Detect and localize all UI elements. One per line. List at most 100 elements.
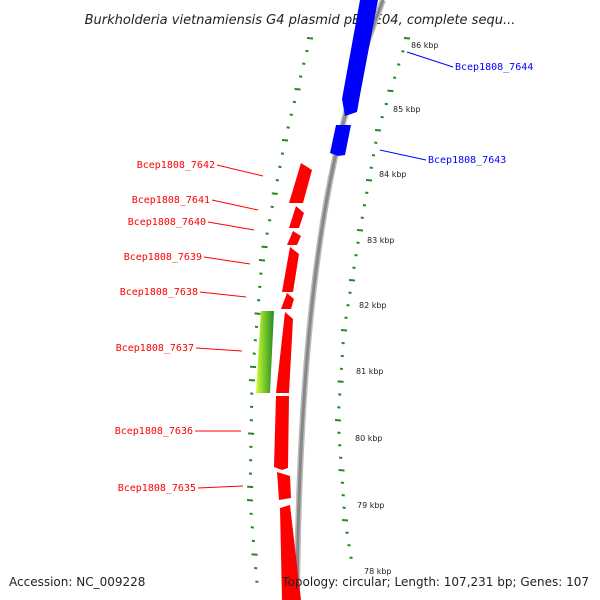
gene-arrow-Bcep1808_7638[interactable] bbox=[281, 293, 294, 309]
tick-mark bbox=[346, 304, 350, 307]
gene-arrow-Bcep1808_7637[interactable] bbox=[276, 312, 293, 393]
gene-arrow-Bcep1808_7641[interactable] bbox=[289, 206, 304, 228]
map-title: Burkholderia vietnamiensis G4 plasmid pB… bbox=[85, 13, 516, 28]
tick-mark bbox=[360, 216, 364, 219]
tick-mark bbox=[340, 354, 344, 358]
tick-mark bbox=[338, 393, 342, 396]
gene-arrow-Bcep1808_7642[interactable] bbox=[289, 163, 312, 203]
gene-label-Bcep1808_7638[interactable]: Bcep1808_7638 bbox=[120, 287, 198, 298]
gene-label-Bcep1808_7644[interactable]: Bcep1808_7644 bbox=[455, 62, 533, 73]
gene-arrow-Bcep1808_7635[interactable] bbox=[277, 472, 291, 500]
tick-mark bbox=[403, 37, 411, 40]
kbp-label: 85 kbp bbox=[393, 105, 421, 114]
kbp-label: 83 kbp bbox=[367, 236, 395, 245]
kbp-label: 79 kbp bbox=[357, 501, 385, 510]
tick-mark bbox=[258, 285, 262, 289]
tick-mark bbox=[341, 519, 349, 522]
tick-mark bbox=[337, 406, 341, 409]
tick-mark bbox=[253, 339, 257, 342]
gene-arrow-Bcep1808_7640[interactable] bbox=[287, 231, 301, 245]
tick-mark bbox=[271, 192, 278, 195]
gene-label-Bcep1808_7640[interactable]: Bcep1808_7640 bbox=[128, 217, 206, 228]
tick-mark bbox=[349, 556, 353, 559]
tick-mark bbox=[339, 367, 344, 371]
tick-mark bbox=[250, 392, 254, 395]
tick-ring-outer bbox=[246, 37, 314, 583]
kbp-label: 78 kbp bbox=[364, 567, 392, 576]
tick-mark bbox=[341, 341, 345, 345]
tick-ring-inner bbox=[334, 37, 411, 559]
tick-mark bbox=[302, 62, 306, 65]
tick-mark bbox=[259, 272, 263, 275]
tick-mark bbox=[249, 405, 254, 409]
tick-mark bbox=[249, 512, 253, 516]
tick-mark bbox=[365, 191, 369, 194]
gene-label-Bcep1808_7635[interactable]: Bcep1808_7635 bbox=[118, 483, 196, 494]
gene-features bbox=[256, 0, 378, 600]
tick-mark bbox=[250, 526, 254, 529]
tick-mark bbox=[257, 299, 261, 302]
tick-mark bbox=[265, 232, 269, 235]
gene-arrow-Bcep1808_7636[interactable] bbox=[274, 396, 289, 470]
gene-arrow-Bcep1808_7639[interactable] bbox=[282, 247, 299, 292]
tick-mark bbox=[401, 50, 405, 53]
tick-mark bbox=[278, 165, 282, 169]
tick-mark bbox=[334, 419, 342, 422]
kbp-label: 84 kbp bbox=[379, 170, 407, 179]
kbp-label: 80 kbp bbox=[355, 434, 383, 443]
leader-line bbox=[406, 51, 454, 68]
tick-mark bbox=[247, 485, 254, 489]
tick-mark bbox=[345, 531, 349, 534]
tick-mark bbox=[249, 419, 253, 422]
gene-label-Bcep1808_7639[interactable]: Bcep1808_7639 bbox=[124, 252, 202, 263]
tick-mark bbox=[338, 444, 342, 447]
gene-label-Bcep1808_7641[interactable]: Bcep1808_7641 bbox=[132, 195, 210, 206]
tick-mark bbox=[254, 566, 258, 570]
leader-line bbox=[379, 149, 427, 161]
tick-mark bbox=[255, 580, 259, 583]
tick-mark bbox=[356, 229, 364, 232]
gene-label-Bcep1808_7636[interactable]: Bcep1808_7636 bbox=[115, 426, 193, 437]
tick-mark bbox=[369, 166, 373, 169]
tick-mark bbox=[384, 102, 388, 106]
tick-mark bbox=[248, 472, 253, 475]
tick-mark bbox=[340, 481, 345, 484]
tick-mark bbox=[347, 544, 351, 547]
gene-arrow-partial[interactable] bbox=[280, 505, 301, 600]
tick-mark bbox=[348, 291, 352, 294]
tick-mark bbox=[249, 459, 253, 462]
tick-mark bbox=[248, 379, 256, 382]
kbp-label: 81 kbp bbox=[356, 367, 384, 376]
tick-mark bbox=[261, 245, 268, 249]
tick-mark bbox=[306, 37, 314, 40]
tick-mark bbox=[246, 499, 254, 502]
tick-mark bbox=[251, 539, 256, 543]
summary-label: Topology: circular; Length: 107,231 bp; … bbox=[281, 575, 589, 589]
gene-label-Bcep1808_7642[interactable]: Bcep1808_7642 bbox=[137, 160, 215, 171]
gene-arrow-Bcep1808_7644[interactable] bbox=[342, 0, 378, 116]
kbp-labels: 86 kbp 85 kbp 84 kbp 83 kbp 82 kbp 81 kbp 80 k… bbox=[355, 41, 439, 576]
tick-mark bbox=[252, 352, 256, 355]
tick-mark bbox=[392, 76, 397, 79]
tick-mark bbox=[268, 219, 272, 222]
gene-arrow-Bcep1808_7643[interactable] bbox=[330, 125, 351, 156]
highlight-region-Bcep1808_7637[interactable] bbox=[256, 311, 274, 393]
tick-mark bbox=[338, 469, 345, 472]
tick-mark bbox=[248, 432, 255, 435]
tick-mark bbox=[270, 205, 274, 209]
gene-label-Bcep1808_7637[interactable]: Bcep1808_7637 bbox=[116, 343, 194, 354]
gene-label-Bcep1808_7643[interactable]: Bcep1808_7643 bbox=[428, 155, 506, 166]
tick-mark bbox=[340, 329, 348, 332]
accession-label: Accession: NC_009228 bbox=[9, 575, 145, 589]
tick-mark bbox=[341, 494, 345, 497]
tick-mark bbox=[249, 445, 253, 449]
leader-line bbox=[216, 164, 264, 177]
tick-mark bbox=[251, 553, 258, 556]
leader-line bbox=[195, 347, 243, 352]
tick-mark bbox=[374, 129, 382, 132]
tick-mark bbox=[289, 113, 293, 116]
backbone-arc bbox=[294, 0, 386, 600]
kbp-label: 86 kbp bbox=[411, 41, 439, 50]
tick-mark bbox=[352, 266, 356, 269]
